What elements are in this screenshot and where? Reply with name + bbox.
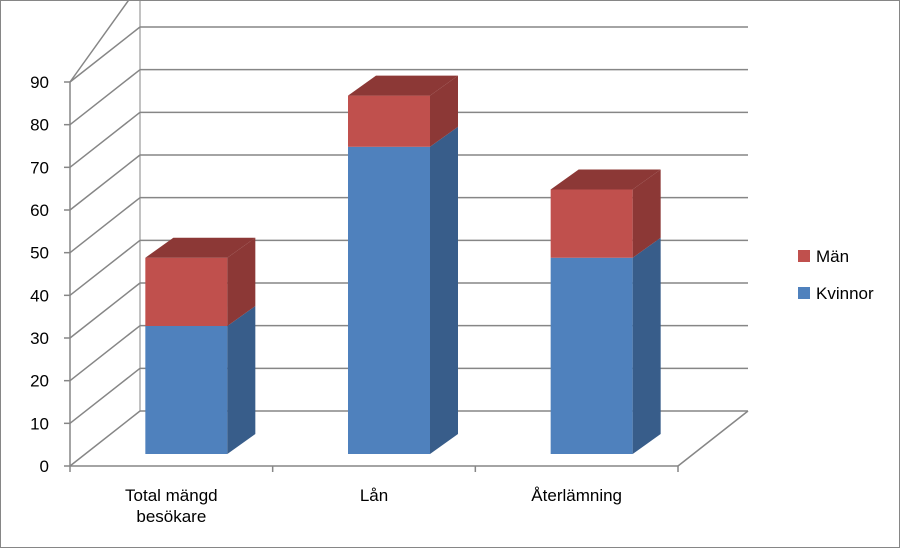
category-label-0-1: besökare: [136, 507, 206, 526]
category-label-0-0: Total mängd: [125, 486, 218, 505]
bar-side-kvinnor-1: [430, 126, 458, 455]
y-tick-label-80: 80: [30, 116, 49, 135]
bar-top-2: [550, 169, 661, 190]
bar-män-2: [550, 189, 633, 258]
y-tick-label-0: 0: [40, 457, 49, 476]
y-tick-label-60: 60: [30, 201, 49, 220]
floor-right-edge: [677, 410, 749, 467]
bar-top-1: [348, 75, 458, 96]
y-tick-label-50: 50: [30, 244, 49, 263]
y-tick-label-90: 90: [30, 73, 49, 92]
gridline-side-60: [69, 154, 141, 211]
gridline-side-10: [69, 367, 141, 424]
bar-side-män-0: [227, 237, 256, 326]
gridline-side-70: [69, 111, 141, 168]
gridline-side-50: [69, 197, 141, 254]
gridline-side-80: [69, 69, 141, 126]
gridline-side-0: [69, 410, 141, 467]
y-tick-label-20: 20: [30, 372, 49, 391]
legend-swatch-män: [798, 250, 810, 262]
bar-side-kvinnor-2: [632, 237, 661, 454]
gridline-side-90: [69, 26, 141, 83]
y-tick-label-40: 40: [30, 286, 49, 305]
gridline-side-30: [69, 282, 141, 339]
legend-swatch-kvinnor: [798, 287, 810, 299]
bar-kvinnor-1: [348, 146, 430, 455]
category-label-1-0: Lån: [360, 486, 388, 505]
gridline-side-40: [69, 239, 141, 296]
bar-side-män-2: [632, 169, 661, 258]
bar-män-1: [348, 95, 430, 147]
y-tick-label-70: 70: [30, 158, 49, 177]
bar-män-0: [145, 257, 228, 326]
y-tick-label-30: 30: [30, 329, 49, 348]
legend-label-män: Män: [816, 247, 849, 266]
category-label-2-0: Återlämning: [531, 486, 622, 505]
gridline-side-20: [69, 325, 141, 382]
bar-side-kvinnor-0: [227, 306, 256, 454]
bar-kvinnor-2: [550, 257, 633, 454]
y-tick-label-10: 10: [30, 414, 49, 433]
gridline-side-top: [69, 0, 130, 83]
legend-label-kvinnor: Kvinnor: [816, 284, 874, 303]
bar-side-män-1: [430, 75, 458, 147]
bar-top-0: [145, 237, 256, 258]
bar-kvinnor-0: [145, 326, 228, 454]
